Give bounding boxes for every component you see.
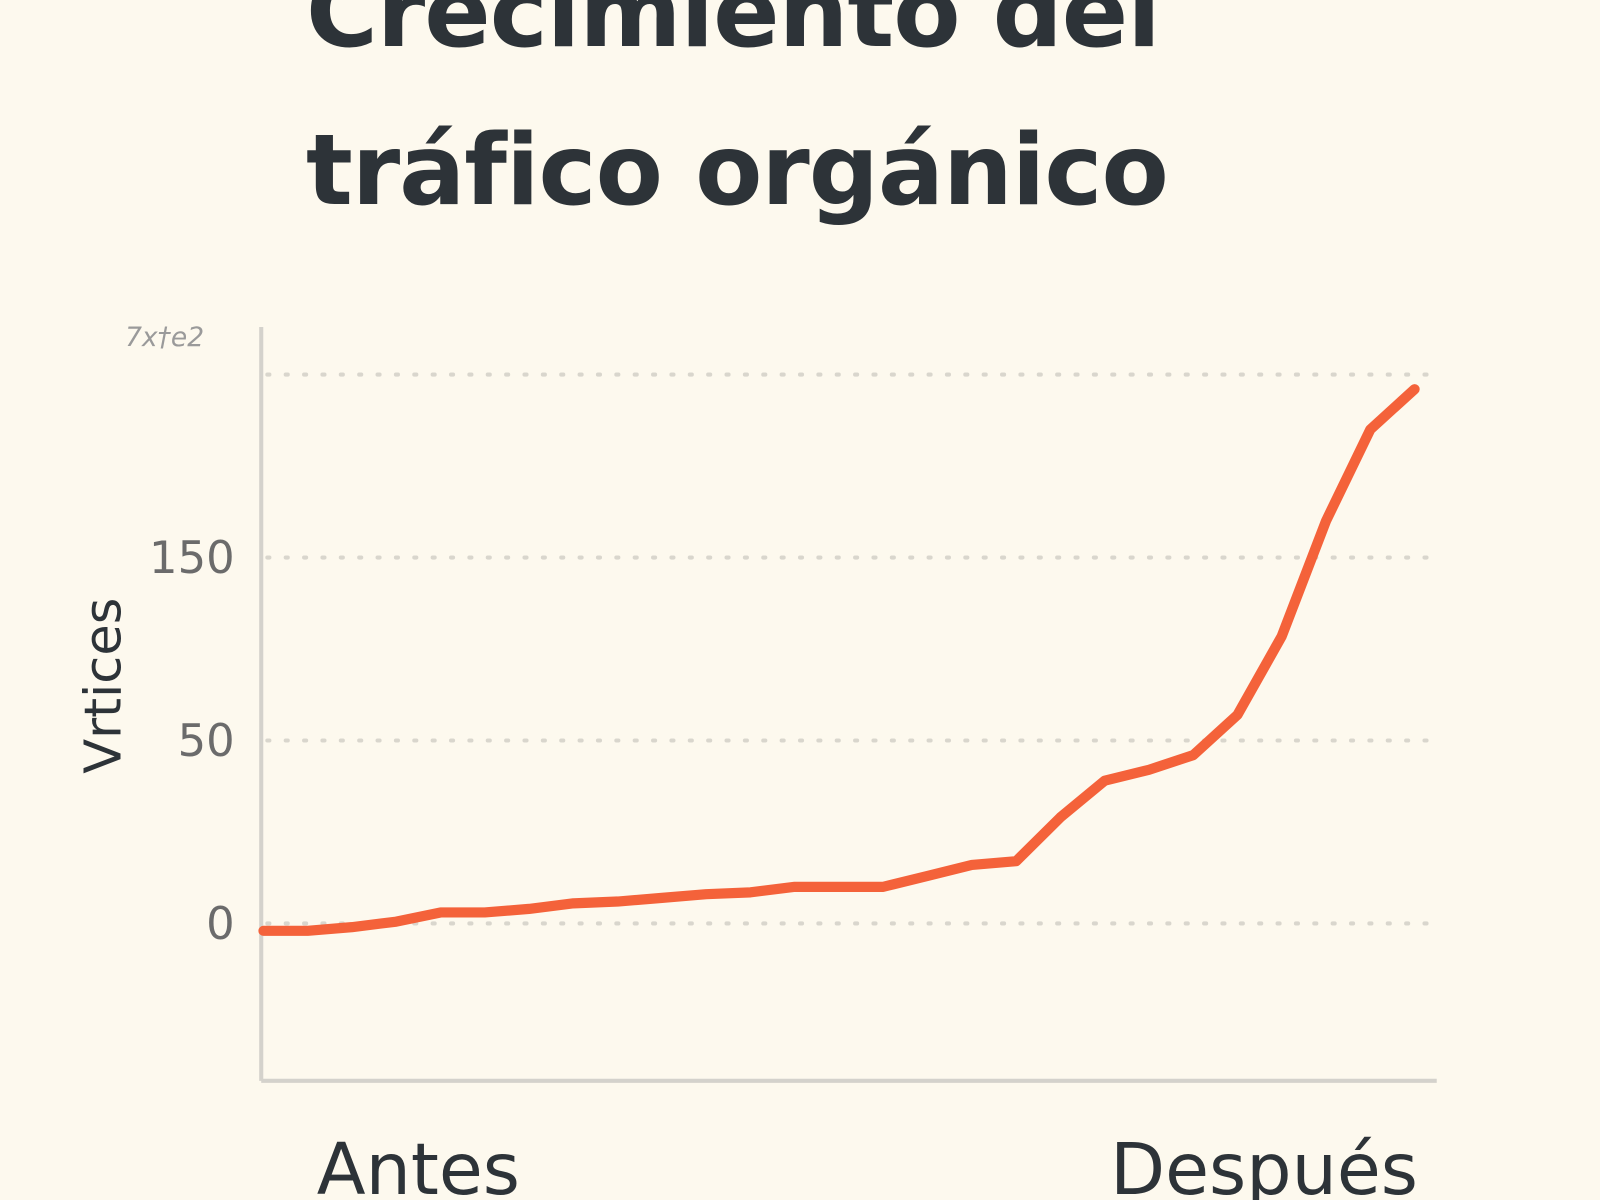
chart-title: Crecimiento del tráfico orgánico (306, 0, 1169, 228)
y-tick-label: 150 (149, 531, 235, 584)
x-tick-label: Antes (317, 1128, 520, 1200)
y-tick-label: 7x†e2 (125, 322, 204, 353)
line (258, 384, 1420, 936)
x-tick-label: Después (1110, 1128, 1418, 1200)
y-axis-title: Vrtices (74, 598, 133, 774)
y-tick-label: 50 (178, 714, 235, 767)
y-tick-label: 0 (206, 897, 235, 950)
